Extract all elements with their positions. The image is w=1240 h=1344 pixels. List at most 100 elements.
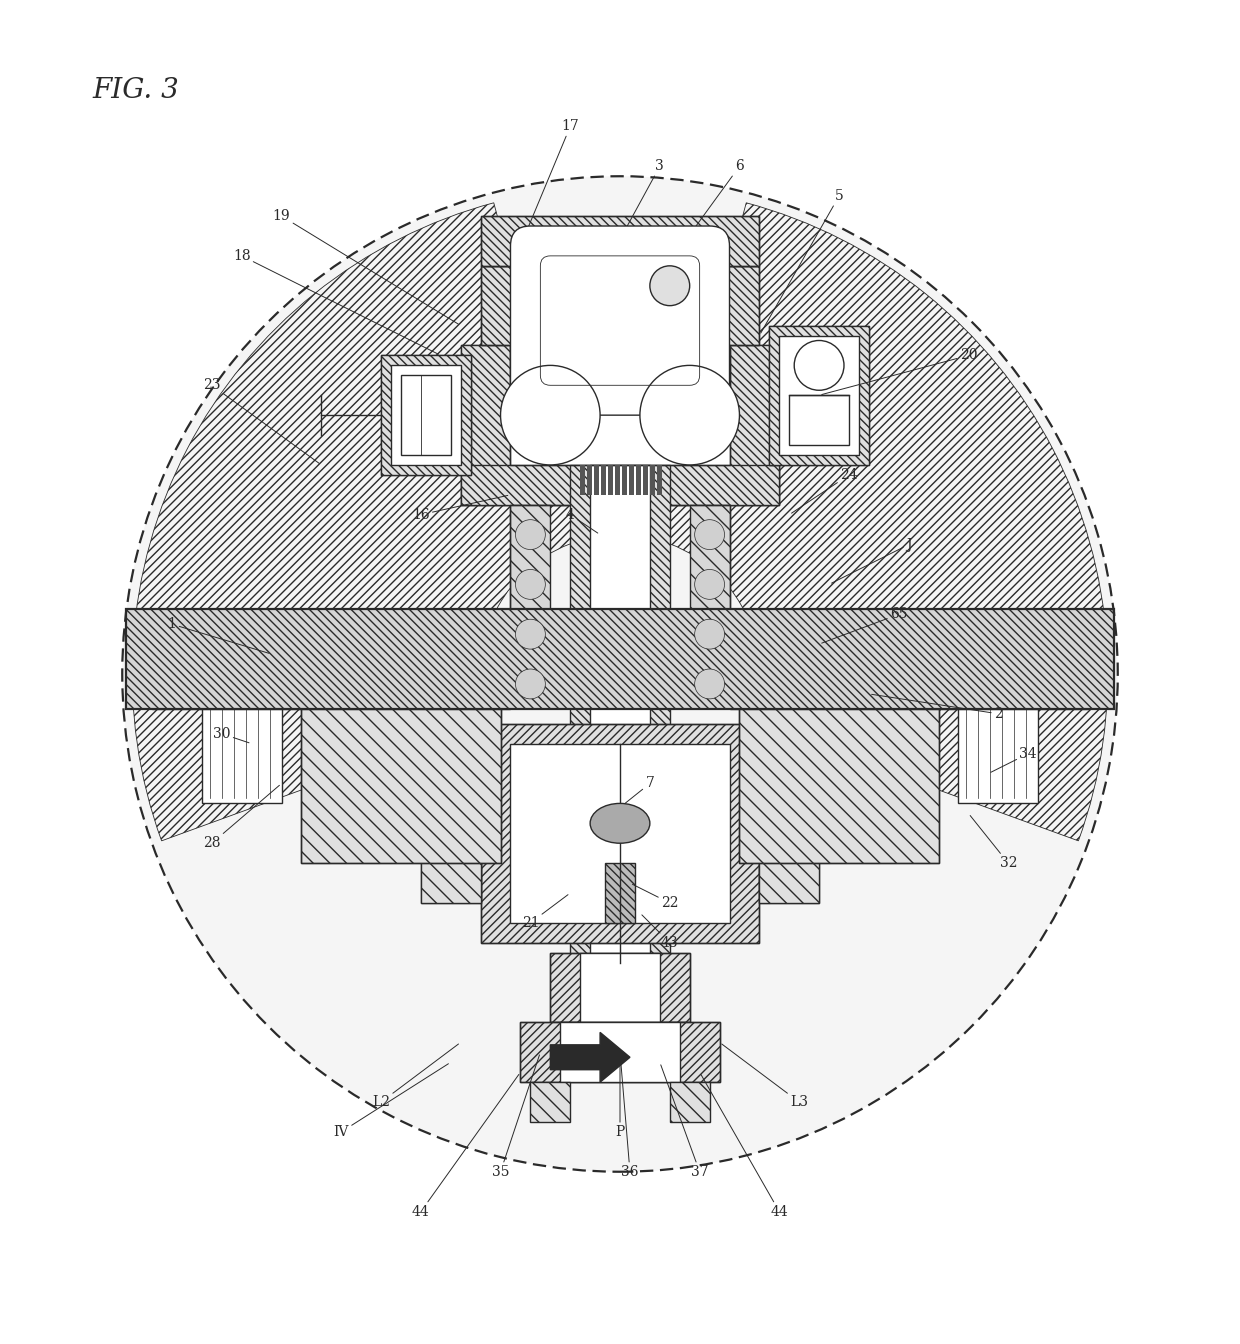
Text: 5: 5 <box>761 190 843 333</box>
Text: 36: 36 <box>620 1055 639 1179</box>
Bar <box>689 505 729 704</box>
Text: 2: 2 <box>872 695 1003 720</box>
Text: 21: 21 <box>522 895 568 930</box>
Bar <box>670 1082 709 1122</box>
Text: 24: 24 <box>791 468 858 513</box>
Bar <box>153 644 232 704</box>
Bar <box>511 743 729 923</box>
Bar <box>126 609 1114 708</box>
Bar <box>481 216 759 266</box>
Bar <box>959 704 1038 804</box>
Text: 65: 65 <box>822 607 908 644</box>
Bar <box>560 1023 680 1082</box>
Bar <box>481 266 551 345</box>
Bar <box>551 953 689 1023</box>
Text: 37: 37 <box>661 1064 708 1179</box>
Text: 20: 20 <box>822 348 977 395</box>
Bar <box>601 465 606 495</box>
Bar <box>570 465 670 962</box>
Bar <box>481 724 759 942</box>
Text: 18: 18 <box>233 249 438 355</box>
Bar <box>594 465 599 495</box>
Circle shape <box>516 520 546 550</box>
Text: 3: 3 <box>601 160 665 273</box>
Bar <box>689 266 759 345</box>
Circle shape <box>516 620 546 649</box>
Bar <box>461 345 779 505</box>
Circle shape <box>794 340 844 390</box>
Text: 19: 19 <box>273 210 459 324</box>
Text: 35: 35 <box>492 1055 539 1179</box>
Text: 32: 32 <box>970 816 1017 870</box>
Text: 44: 44 <box>701 1075 789 1219</box>
Text: FIG. 3: FIG. 3 <box>92 77 179 103</box>
Text: 23: 23 <box>203 378 319 464</box>
Text: 34: 34 <box>991 747 1037 773</box>
Circle shape <box>694 520 724 550</box>
FancyBboxPatch shape <box>511 226 729 415</box>
Bar <box>401 375 451 456</box>
Bar <box>531 1082 570 1122</box>
Bar <box>461 345 511 505</box>
Text: 1: 1 <box>167 617 269 653</box>
Bar <box>657 465 662 495</box>
Bar <box>481 216 759 266</box>
Bar <box>608 465 613 495</box>
Circle shape <box>650 266 689 305</box>
Bar <box>153 644 511 684</box>
Text: 16: 16 <box>412 496 508 521</box>
Bar <box>779 336 859 456</box>
Bar <box>301 684 501 863</box>
Bar <box>511 345 729 465</box>
Circle shape <box>123 176 1117 1172</box>
Bar <box>650 465 655 495</box>
Text: IV: IV <box>334 1063 449 1138</box>
Text: 28: 28 <box>203 785 279 851</box>
Text: 43: 43 <box>642 915 678 950</box>
Bar <box>481 724 759 942</box>
Bar <box>605 863 635 923</box>
Bar <box>420 824 481 903</box>
Bar <box>153 684 511 708</box>
Bar <box>481 266 551 345</box>
Bar <box>689 266 759 345</box>
Text: 44: 44 <box>412 1074 518 1219</box>
Bar <box>588 465 593 495</box>
Circle shape <box>694 620 724 649</box>
Text: 22: 22 <box>632 884 678 910</box>
Circle shape <box>516 570 546 599</box>
Circle shape <box>640 366 739 465</box>
Bar <box>789 395 849 445</box>
Bar <box>391 366 461 465</box>
Text: P: P <box>615 1064 625 1138</box>
Bar <box>590 465 650 962</box>
FancyArrow shape <box>551 1032 630 1082</box>
Bar <box>729 644 1087 684</box>
Bar <box>729 684 1087 708</box>
Text: 4: 4 <box>565 508 598 534</box>
Text: 17: 17 <box>522 120 579 243</box>
Text: 7: 7 <box>603 777 655 821</box>
Bar <box>551 953 689 1023</box>
Text: L2: L2 <box>372 1044 459 1109</box>
Bar <box>759 824 820 903</box>
Bar <box>521 1023 719 1082</box>
Circle shape <box>501 366 600 465</box>
Bar <box>126 609 1114 708</box>
Text: 30: 30 <box>213 727 249 743</box>
Bar <box>521 1023 719 1082</box>
Bar <box>729 345 779 505</box>
Bar <box>769 325 869 465</box>
Circle shape <box>694 570 724 599</box>
Text: L3: L3 <box>722 1044 808 1109</box>
Bar <box>301 684 501 863</box>
Bar <box>739 684 939 863</box>
Bar <box>511 505 551 704</box>
Bar <box>636 465 641 495</box>
Bar <box>1008 644 1087 704</box>
Bar <box>629 465 634 495</box>
Bar <box>739 684 939 863</box>
Bar <box>769 325 869 465</box>
Circle shape <box>516 669 546 699</box>
Bar <box>729 644 1087 684</box>
